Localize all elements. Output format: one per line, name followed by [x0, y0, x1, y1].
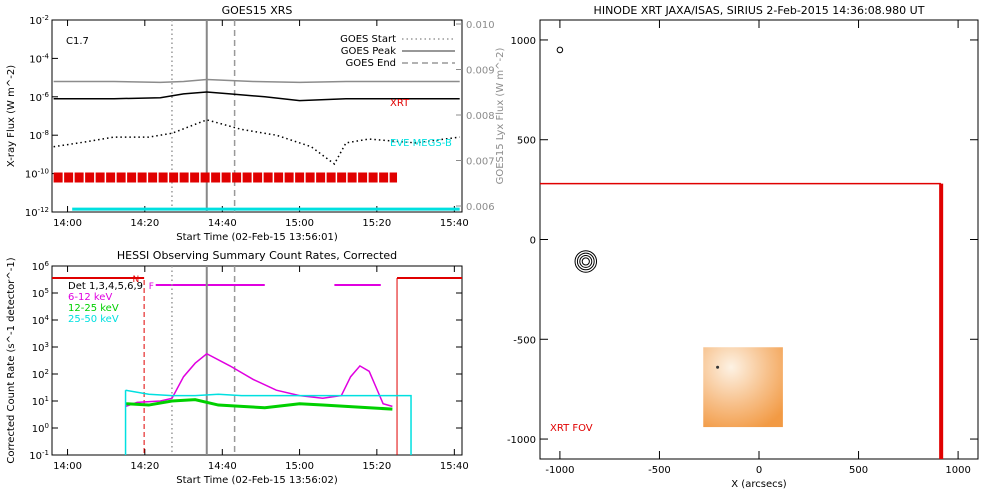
hessi-y-tick-label: 101: [32, 395, 49, 408]
xrt-title: HINODE XRT JAXA/ISAS, SIRIUS 2-Feb-2015 …: [594, 4, 925, 17]
xrt-contour: [579, 254, 593, 268]
goes-x-tick-label: 15:00: [285, 218, 314, 229]
hessi-legend-label: 25-50 keV: [68, 314, 119, 325]
hessi-series-6-12-kev: [125, 352, 393, 408]
hessi-legend-label: 6-12 keV: [68, 292, 112, 303]
hessi-y-tick-label: 104: [32, 314, 50, 327]
goes-title: GOES15 XRS: [222, 4, 293, 17]
xrt-x-tick-label: 0: [756, 465, 762, 476]
xrt-patch-spot: [716, 365, 720, 369]
goes-x-tick-label: 14:40: [208, 218, 237, 229]
xrt-x-tick-label: 1000: [945, 465, 970, 476]
hessi-flag-f: F: [149, 282, 154, 292]
hessi-x-tick-label: 15:40: [440, 461, 469, 472]
xrt-contour: [556, 46, 564, 54]
hessi-x-axis-label: Start Time (02-Feb-15 13:56:02): [176, 475, 338, 486]
hessi-flag-n: N: [133, 275, 140, 285]
goes-class-label: C1.7: [66, 36, 89, 47]
xrt-contour: [574, 250, 598, 273]
xrt-image-patch: [703, 347, 783, 428]
goes-right-tick-label: 0.009: [466, 66, 495, 77]
xrt-y-tick-label: -1000: [507, 435, 536, 446]
goes-plot-frame: [51, 19, 463, 213]
goes-right-tick-label: 0.006: [466, 202, 495, 213]
goes-right-tick-label: 0.010: [466, 20, 495, 31]
hessi-legend-label: 12-25 keV: [68, 303, 119, 314]
hessi-legend-label: Det 1,3,4,5,6,9: [68, 281, 143, 292]
goes-legend-label: GOES Peak: [341, 46, 396, 57]
hessi-y-tick-label: 103: [32, 341, 49, 354]
goes-y-tick-label: 10-10: [25, 168, 49, 181]
hessi-series-12-25-kev: [125, 398, 393, 411]
xrt-x-axis-label: X (arcsecs): [731, 479, 787, 490]
hessi-plot-frame: [51, 265, 463, 456]
hessi-cyan-drop: [397, 394, 412, 455]
hessi-y-tick-label: 10-1: [29, 449, 49, 462]
goes-xrs-panel: GOES15 XRS 14:00 14:20 14:40 15:00 15:20 15:40…: [6, 4, 506, 243]
hessi-series-25-50-kev: [125, 389, 398, 397]
goes-series-lyman-alpha: [53, 78, 460, 84]
goes-legend-label: GOES End: [346, 58, 396, 69]
goes-y-tick-label: 10-12: [25, 206, 49, 219]
hessi-y-tick-label: 106: [32, 260, 50, 273]
hessi-x-tick-label: 15:00: [285, 461, 314, 472]
goes-x-tick-label: 14:00: [53, 218, 82, 229]
xrt-contour: [576, 252, 595, 271]
goes-y-tick-label: 10-2: [29, 14, 49, 27]
goes-series-long: [53, 91, 460, 102]
hessi-x-tick-label: 14:40: [208, 461, 237, 472]
goes-eve-label: EVE MEGS-B: [390, 138, 452, 149]
xrt-contour: [581, 257, 590, 266]
hessi-y-tick-label: 100: [32, 422, 49, 435]
hessi-y-tick-label: 102: [32, 368, 49, 381]
goes-x-axis-label: Start Time (02-Feb-15 13:56:01): [176, 232, 338, 243]
goes-x-tick-label: 14:20: [130, 218, 159, 229]
goes-y-tick-label: 10-4: [29, 52, 49, 65]
goes-right-axis-label: GOES15 Lyx Flux (W m^-2): [495, 48, 506, 185]
hessi-x-tick-label: 14:20: [130, 461, 159, 472]
xrt-y-tick-label: 500: [517, 136, 536, 147]
goes-legend-label: GOES Start: [340, 34, 396, 45]
goes-y-tick-label: 10-6: [29, 91, 49, 104]
goes-right-tick-label: 0.008: [466, 111, 495, 122]
xrt-map-panel: HINODE XRT JAXA/ISAS, SIRIUS 2-Feb-2015 …: [507, 4, 979, 490]
hessi-x-tick-label: 14:00: [53, 461, 82, 472]
xrt-x-tick-label: 500: [849, 465, 868, 476]
goes-x-tick-label: 15:40: [440, 218, 469, 229]
hessi-y-tick-label: 105: [32, 287, 49, 300]
hessi-y-axis-label: Corrected Count Rate (s^-1 detector^-1): [6, 257, 17, 463]
xrt-y-tick-label: -500: [513, 335, 536, 346]
xrt-fov-label: XRT FOV: [550, 423, 593, 434]
goes-y-tick-label: 10-8: [29, 129, 49, 142]
xrt-x-tick-label: -1000: [545, 465, 574, 476]
hessi-x-tick-label: 15:20: [362, 461, 391, 472]
hessi-title: HESSI Observing Summary Count Rates, Cor…: [117, 249, 397, 262]
xrt-x-tick-label: -500: [648, 465, 671, 476]
goes-xrt-label: XRT: [390, 98, 410, 109]
goes-right-tick-label: 0.007: [466, 157, 495, 168]
xrt-y-tick-label: 1000: [511, 36, 536, 47]
xrt-y-tick-label: 0: [530, 236, 536, 247]
goes-y-axis-label: X-ray Flux (W m^-2): [6, 65, 17, 167]
goes-x-tick-label: 15:20: [362, 218, 391, 229]
hessi-count-rate-panel: HESSI Observing Summary Count Rates, Cor…: [6, 249, 469, 486]
